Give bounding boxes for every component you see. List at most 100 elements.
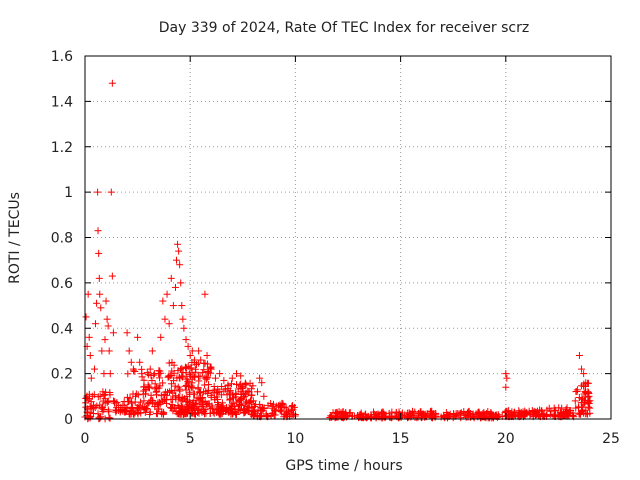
data-point-marker bbox=[234, 385, 242, 393]
data-point-marker bbox=[256, 374, 264, 382]
y-tick-label: 0.4 bbox=[51, 321, 73, 337]
data-point-marker bbox=[493, 411, 501, 419]
data-point-marker bbox=[169, 407, 177, 415]
data-point-marker bbox=[194, 384, 202, 392]
data-point-marker bbox=[532, 411, 540, 419]
data-point-marker bbox=[200, 359, 208, 367]
data-point-marker bbox=[226, 388, 234, 396]
data-point-marker bbox=[171, 283, 179, 291]
data-point-marker bbox=[121, 404, 129, 412]
data-point-marker bbox=[575, 351, 583, 359]
data-point-marker bbox=[409, 408, 417, 416]
data-point-marker bbox=[148, 347, 156, 355]
data-point-marker bbox=[148, 396, 156, 404]
data-point-marker bbox=[286, 412, 294, 420]
y-tick-label: 1.2 bbox=[51, 140, 73, 156]
data-point-marker bbox=[463, 409, 471, 417]
y-tick-label: 0.6 bbox=[51, 276, 73, 292]
y-tick-labels: 0 0.2 0.4 0.6 0.8 1 1.2 1.4 1.6 bbox=[51, 49, 73, 428]
data-point-marker bbox=[287, 406, 295, 414]
data-point-marker bbox=[398, 409, 406, 417]
data-point-marker bbox=[218, 382, 226, 390]
data-point-marker bbox=[151, 385, 159, 393]
data-point-marker bbox=[136, 358, 144, 366]
data-point-marker bbox=[186, 400, 194, 408]
data-point-marker bbox=[190, 390, 198, 398]
data-point-marker bbox=[213, 406, 221, 414]
data-point-marker bbox=[339, 414, 347, 422]
x-tick-label: 15 bbox=[392, 431, 410, 447]
data-point-marker bbox=[219, 402, 227, 410]
data-point-marker bbox=[95, 274, 103, 282]
x-axis-label: GPS time / hours bbox=[285, 458, 402, 474]
data-point-marker bbox=[237, 401, 245, 409]
data-point-marker bbox=[466, 410, 474, 418]
data-point-marker bbox=[586, 404, 594, 412]
data-point-marker bbox=[559, 411, 567, 419]
data-point-marker bbox=[193, 361, 201, 369]
chart-title: Day 339 of 2024, Rate Of TEC Index for r… bbox=[159, 20, 529, 36]
data-point-marker bbox=[100, 370, 108, 378]
data-point-marker bbox=[174, 383, 182, 391]
data-point-marker bbox=[213, 393, 221, 401]
data-point-marker bbox=[105, 408, 113, 416]
data-point-marker bbox=[218, 404, 226, 412]
data-point-marker bbox=[88, 392, 96, 400]
data-point-marker bbox=[134, 405, 142, 413]
data-point-marker bbox=[182, 364, 190, 372]
data-point-marker bbox=[226, 396, 234, 404]
data-point-marker bbox=[572, 388, 580, 396]
data-point-marker bbox=[173, 256, 181, 264]
data-point-marker bbox=[165, 359, 173, 367]
data-point-marker bbox=[134, 333, 142, 341]
data-point-marker bbox=[106, 370, 114, 378]
data-point-marker bbox=[179, 315, 187, 323]
data-point-marker bbox=[209, 388, 217, 396]
data-point-marker bbox=[127, 358, 135, 366]
data-point-marker bbox=[98, 405, 106, 413]
data-point-marker bbox=[245, 388, 253, 396]
data-point-marker bbox=[565, 409, 573, 417]
data-point-marker bbox=[546, 411, 554, 419]
data-point-marker bbox=[551, 406, 559, 414]
data-point-marker bbox=[146, 410, 154, 418]
data-point-marker bbox=[182, 397, 190, 405]
data-point-marker bbox=[101, 399, 109, 407]
data-point-marker bbox=[207, 365, 215, 373]
data-point-marker bbox=[123, 329, 131, 337]
data-point-marker bbox=[252, 401, 260, 409]
data-point-marker bbox=[288, 402, 296, 410]
data-point-marker bbox=[205, 381, 213, 389]
data-point-marker bbox=[84, 396, 92, 404]
data-point-marker bbox=[182, 336, 190, 344]
data-point-marker bbox=[227, 380, 235, 388]
data-point-marker bbox=[165, 373, 173, 381]
data-point-marker bbox=[377, 409, 385, 417]
data-point-marker bbox=[97, 304, 105, 312]
data-point-marker bbox=[246, 379, 254, 387]
data-point-marker bbox=[94, 393, 102, 401]
data-point-marker bbox=[332, 409, 340, 417]
data-point-marker bbox=[136, 398, 144, 406]
data-point-marker bbox=[428, 412, 436, 420]
data-point-marker bbox=[174, 402, 182, 410]
data-point-marker bbox=[547, 407, 555, 415]
data-point-marker bbox=[204, 386, 212, 394]
data-point-marker bbox=[259, 404, 267, 412]
data-point-marker bbox=[191, 410, 199, 418]
data-point-marker bbox=[579, 409, 587, 417]
data-point-marker bbox=[197, 356, 205, 364]
data-point-marker bbox=[456, 409, 464, 417]
data-point-marker bbox=[225, 390, 233, 398]
data-point-marker bbox=[241, 392, 249, 400]
data-point-marker bbox=[161, 315, 169, 323]
data-point-marker bbox=[170, 361, 178, 369]
data-point-marker bbox=[573, 386, 581, 394]
data-point-marker bbox=[578, 365, 586, 373]
data-point-marker bbox=[82, 313, 90, 321]
y-tick-label: 0.8 bbox=[51, 231, 73, 247]
data-point-marker bbox=[146, 365, 154, 373]
data-point-marker bbox=[140, 376, 148, 384]
data-point-marker bbox=[251, 402, 259, 410]
